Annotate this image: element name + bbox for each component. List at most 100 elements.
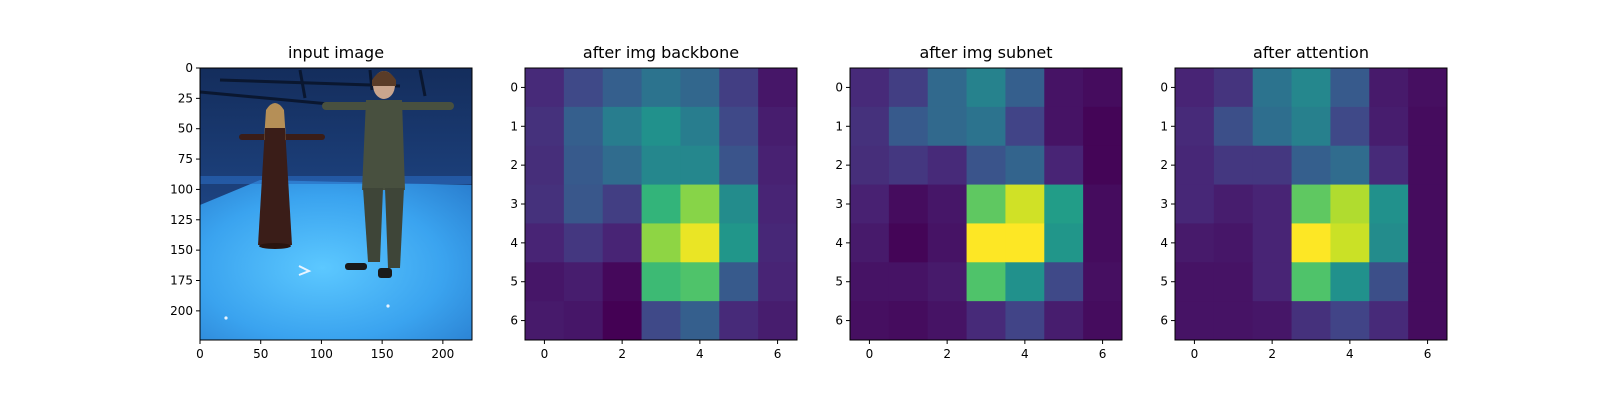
heatmap-cell xyxy=(1213,184,1254,224)
heatmap-cell xyxy=(1369,184,1409,224)
y-tick-label: 1 xyxy=(835,119,843,133)
x-tick-label: 50 xyxy=(253,347,268,361)
heatmap-cells xyxy=(1175,68,1448,341)
subnet-heatmap-panel: after img subnet 0 2 4 6 0 1 2 3 4 5 6 xyxy=(835,43,1123,361)
heatmap-cell xyxy=(1330,106,1370,147)
heatmap-cell xyxy=(602,106,643,147)
y-tick-label: 200 xyxy=(170,304,193,318)
heatmap-cell xyxy=(1005,68,1045,108)
heatmap-cell xyxy=(641,184,681,224)
x-tick-label: 2 xyxy=(618,347,626,361)
y-tick-label: 175 xyxy=(170,274,193,288)
heatmap-cell xyxy=(1005,223,1045,263)
heatmap-cell xyxy=(525,223,565,263)
heatmap-cell xyxy=(758,301,798,341)
heatmap-cell xyxy=(1175,68,1215,108)
heatmap-cell xyxy=(1369,106,1409,147)
heatmap-cell xyxy=(850,301,890,341)
heatmap-cell xyxy=(966,262,1006,302)
heatmap-cell xyxy=(888,223,929,263)
heatmap-cell xyxy=(966,184,1006,224)
heatmap-cell xyxy=(1291,262,1331,302)
input-photo xyxy=(200,68,472,340)
y-tick-label: 2 xyxy=(1160,158,1168,172)
man-figure xyxy=(322,71,454,278)
heatmap-cell xyxy=(641,262,681,302)
panel-title: after img subnet xyxy=(919,43,1052,62)
floor-dot xyxy=(386,304,390,308)
backbone-heatmap-panel: after img backbone 0 2 4 6 0 1 2 3 4 5 6 xyxy=(510,43,798,361)
y-tick-label: 2 xyxy=(510,158,518,172)
x-tick-label: 6 xyxy=(1099,347,1107,361)
y-tick-label: 0 xyxy=(510,80,518,94)
heatmap-cell xyxy=(1005,106,1045,147)
heatmap-cell xyxy=(850,262,890,302)
heatmap-cell xyxy=(525,184,565,224)
y-tick-label: 0 xyxy=(185,61,193,75)
heatmap-cell xyxy=(1252,301,1293,341)
y-tick-label: 6 xyxy=(510,314,518,328)
panel-title: after attention xyxy=(1253,43,1369,62)
x-tick-label: 100 xyxy=(310,347,333,361)
axis-ticks: 0 50 100 150 200 0 25 50 75 100 125 150 175 200 xyxy=(170,61,454,361)
y-tick-label: 150 xyxy=(170,243,193,257)
heatmap-cell xyxy=(1369,301,1409,341)
heatmap-cell xyxy=(1369,223,1409,263)
y-tick-label: 3 xyxy=(835,197,843,211)
x-tick-label: 4 xyxy=(696,347,704,361)
y-tick-label: 0 xyxy=(835,80,843,94)
heatmap-cell xyxy=(850,184,890,224)
heatmap-cell xyxy=(563,184,604,224)
heatmap-cells xyxy=(525,68,798,341)
y-tick-label: 125 xyxy=(170,213,193,227)
y-tick-label: 75 xyxy=(178,152,193,166)
heatmap-cell xyxy=(1083,68,1123,108)
heatmap-cell xyxy=(1175,184,1215,224)
heatmap-cell xyxy=(850,145,890,186)
heatmap-cell xyxy=(1408,106,1448,147)
x-tick-label: 0 xyxy=(866,347,874,361)
heatmap-cell xyxy=(1369,68,1409,108)
heatmap-cell xyxy=(1252,223,1293,263)
x-tick-label: 0 xyxy=(541,347,549,361)
heatmap-cell xyxy=(758,106,798,147)
heatmap-cell xyxy=(758,145,798,186)
heatmap-cell xyxy=(719,301,759,341)
heatmap-cell xyxy=(1252,262,1293,302)
heatmap-cell xyxy=(850,68,890,108)
heatmap-cell xyxy=(1175,223,1215,263)
input-image-panel: input image xyxy=(170,43,473,361)
y-tick-label: 50 xyxy=(178,122,193,136)
heatmap-cell xyxy=(1291,184,1331,224)
heatmap-cell xyxy=(758,68,798,108)
heatmap-cell xyxy=(888,301,929,341)
x-tick-label: 0 xyxy=(196,347,204,361)
heatmap-cell xyxy=(758,184,798,224)
x-tick-label: 0 xyxy=(1191,347,1199,361)
heatmap-cell xyxy=(719,184,759,224)
heatmap-cell xyxy=(525,301,565,341)
y-tick-label: 4 xyxy=(835,236,843,250)
heatmap-cell xyxy=(1213,301,1254,341)
heatmap-cell xyxy=(966,145,1006,186)
heatmap-cell xyxy=(927,145,968,186)
heatmap-cell xyxy=(602,223,643,263)
heatmap-cell xyxy=(927,184,968,224)
heatmap-cell xyxy=(888,145,929,186)
heatmap-cell xyxy=(1044,184,1084,224)
heatmap-cell xyxy=(602,68,643,108)
heatmap-cell xyxy=(680,68,720,108)
heatmap-cell xyxy=(525,68,565,108)
heatmap-cell xyxy=(1291,223,1331,263)
axis-ticks: 0 2 4 6 0 1 2 3 4 5 6 xyxy=(1160,80,1431,361)
heatmap-cell xyxy=(1252,145,1293,186)
heatmap-cell xyxy=(563,262,604,302)
x-tick-label: 150 xyxy=(371,347,394,361)
heatmap-cell xyxy=(1291,68,1331,108)
heatmap-cell xyxy=(1330,145,1370,186)
heatmap-cell xyxy=(602,184,643,224)
heatmap-cells xyxy=(850,68,1123,341)
heatmap-cell xyxy=(680,223,720,263)
heatmap-cell xyxy=(1213,68,1254,108)
heatmap-cell xyxy=(602,145,643,186)
